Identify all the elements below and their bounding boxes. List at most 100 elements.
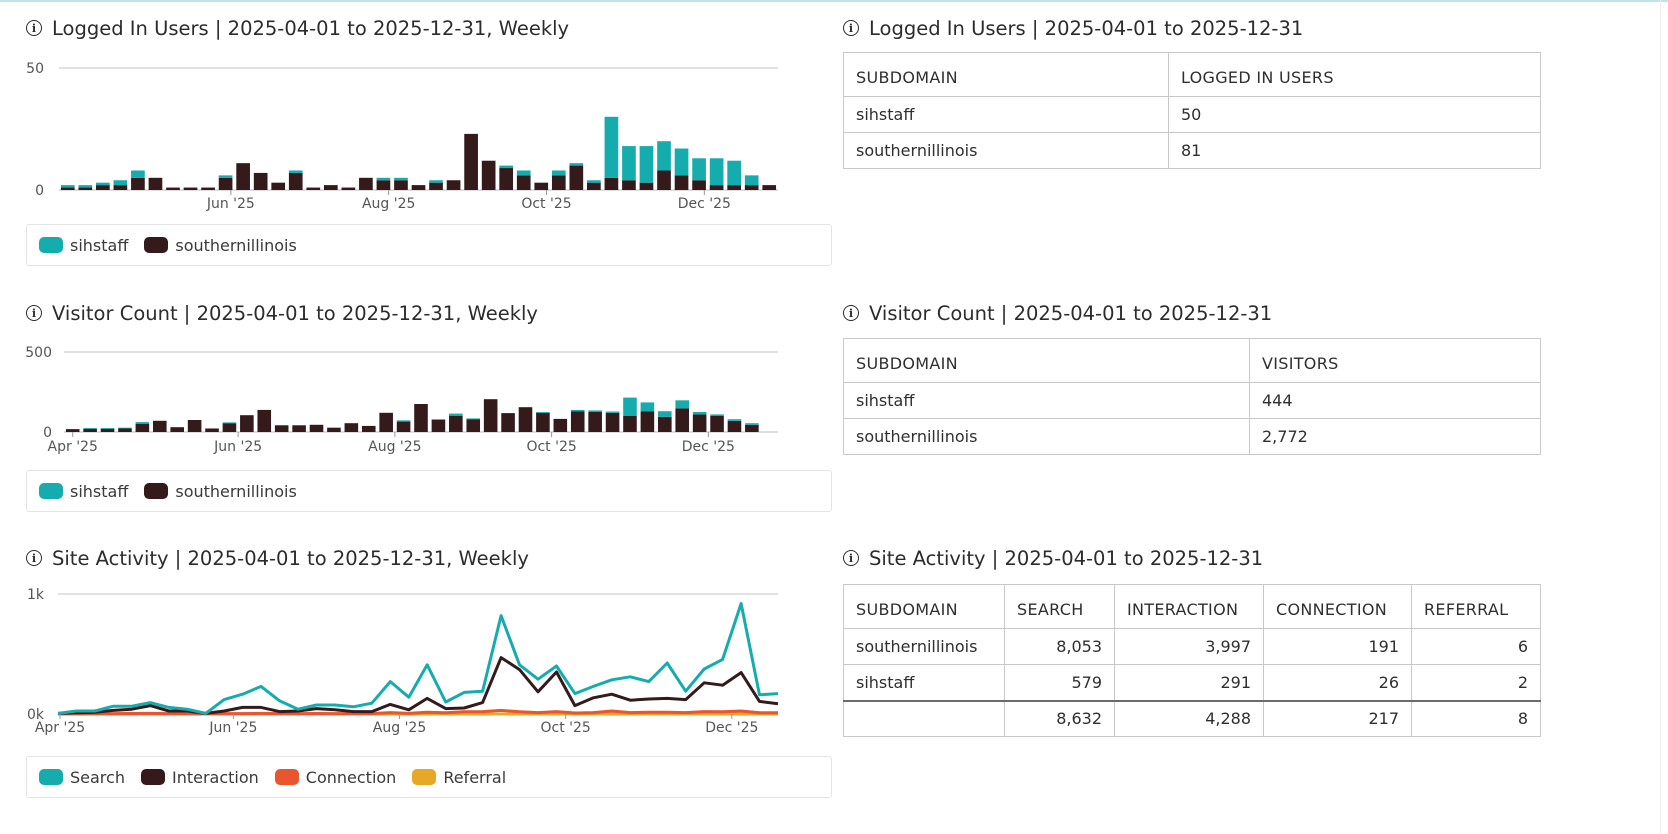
column-header-search[interactable]: SEARCH [1004,584,1115,629]
bar-southernillinois [240,415,254,432]
table-row: southernillinois 2,772 [843,418,1541,455]
column-header-subdomain[interactable]: SUBDOMAIN [843,52,1169,97]
bar-southernillinois [483,399,498,432]
y-tick-label: 0k [27,707,45,723]
bar-southernillinois [135,424,150,432]
bar-southernillinois [516,175,531,190]
visitor-table-title: i Visitor Count | 2025-04-01 to 2025-12-… [843,300,1272,326]
logged-users-table: SUBDOMAIN LOGGED IN USERS sihstaff 50 so… [843,52,1541,169]
bar-sihstaff [536,412,550,413]
x-tick-label: Jun '25 [213,439,262,455]
series-line-interaction [57,656,779,715]
bar-sihstaff [499,165,514,169]
x-tick-label: Dec '25 [678,196,731,212]
bar-southernillinois [65,429,80,432]
info-icon[interactable]: i [843,20,859,36]
x-tick-label: Oct '25 [521,196,571,212]
bar-southernillinois [518,407,533,432]
bar-sihstaff [113,180,128,186]
x-tick-label: Jun '25 [208,720,257,736]
legend-item-interaction[interactable]: Interaction [140,768,259,787]
bar-sihstaff [376,177,391,181]
bar-southernillinois [710,416,724,432]
x-tick-label: Aug '25 [368,439,421,455]
bar-sihstaff [658,411,672,417]
bar-southernillinois [762,185,777,190]
legend-swatch [140,769,165,785]
bar-sihstaff [288,170,303,173]
column-header-referral[interactable]: REFERRAL [1411,584,1541,629]
column-header-subdomain[interactable]: SUBDOMAIN [843,338,1250,383]
x-tick-label: Apr '25 [48,439,98,455]
bar-southernillinois [414,404,428,432]
logged-chart-title: i Logged In Users | 2025-04-01 to 2025-1… [26,15,569,41]
info-icon[interactable]: i [843,305,859,321]
bar-southernillinois [344,423,359,432]
bar-southernillinois [341,187,356,190]
bar-southernillinois [271,182,286,190]
table-row: sihstaff 444 [843,382,1541,419]
x-tick-label: Dec '25 [705,720,758,736]
bar-southernillinois [745,424,759,432]
bar-sihstaff [710,414,724,416]
right-divider [1660,0,1661,834]
bar-sihstaff [570,409,585,412]
bar-southernillinois [604,177,619,190]
bar-sihstaff [623,397,637,416]
bar-southernillinois [187,420,202,432]
bar-sihstaff [394,177,408,181]
legend-swatch [144,237,169,253]
table-row: southernillinois 81 [843,132,1541,169]
legend-item-southernillinois[interactable]: southernillinois [144,482,297,501]
bar-southernillinois [183,187,198,190]
bar-sihstaff [675,400,690,409]
bar-sihstaff [692,158,706,181]
legend-swatch [39,483,63,499]
bar-southernillinois [292,425,306,432]
bar-sihstaff [466,418,481,420]
column-header-interaction[interactable]: INTERACTION [1114,584,1264,629]
bar-southernillinois [361,425,376,432]
logged-chart-legend: sihstaff southernillinois [26,224,832,266]
bar-southernillinois [657,170,671,190]
bar-southernillinois [379,412,393,432]
legend-swatch [39,769,63,785]
column-header-subdomain[interactable]: SUBDOMAIN [843,584,1005,629]
bar-southernillinois [744,185,759,190]
info-icon[interactable]: i [26,20,42,36]
visitor-chart-title: i Visitor Count | 2025-04-01 to 2025-12-… [26,300,538,326]
bar-southernillinois [709,185,724,190]
bar-southernillinois [323,185,338,190]
legend-item-southernillinois[interactable]: southernillinois [144,236,297,255]
bar-southernillinois [78,187,93,190]
info-icon[interactable]: i [26,305,42,321]
info-icon[interactable]: i [843,550,859,566]
bar-sihstaff [118,427,132,429]
legend-item-sihstaff[interactable]: sihstaff [39,482,128,501]
legend-item-search[interactable]: Search [39,768,125,787]
bar-southernillinois [359,177,373,190]
x-tick-label: Aug '25 [373,720,426,736]
bar-southernillinois [148,177,163,190]
y-tick-label: 0 [35,183,44,199]
column-header-visitors[interactable]: VISITORS [1249,338,1541,383]
bar-southernillinois [449,416,463,432]
x-tick-label: Oct '25 [541,720,591,736]
top-accent-line [0,0,1668,2]
bar-sihstaff [100,428,115,429]
bar-sihstaff [639,146,654,183]
info-icon[interactable]: i [26,550,42,566]
column-header-logged-in-users[interactable]: LOGGED IN USERS [1168,52,1541,97]
legend-item-connection[interactable]: Connection [274,768,396,787]
bar-southernillinois [622,180,636,190]
bar-sihstaff [692,412,707,415]
bar-sihstaff [449,413,463,416]
legend-item-sihstaff[interactable]: sihstaff [39,236,128,255]
column-header-connection[interactable]: CONNECTION [1263,584,1412,629]
bar-southernillinois [623,416,637,432]
bar-southernillinois [727,420,742,432]
legend-item-referral[interactable]: Referral [412,768,506,787]
bar-southernillinois [113,185,128,190]
visitors-table: SUBDOMAIN VISITORS sihstaff 444 southern… [843,338,1541,455]
site-activity-table: SUBDOMAIN SEARCH INTERACTION CONNECTION … [843,584,1541,737]
